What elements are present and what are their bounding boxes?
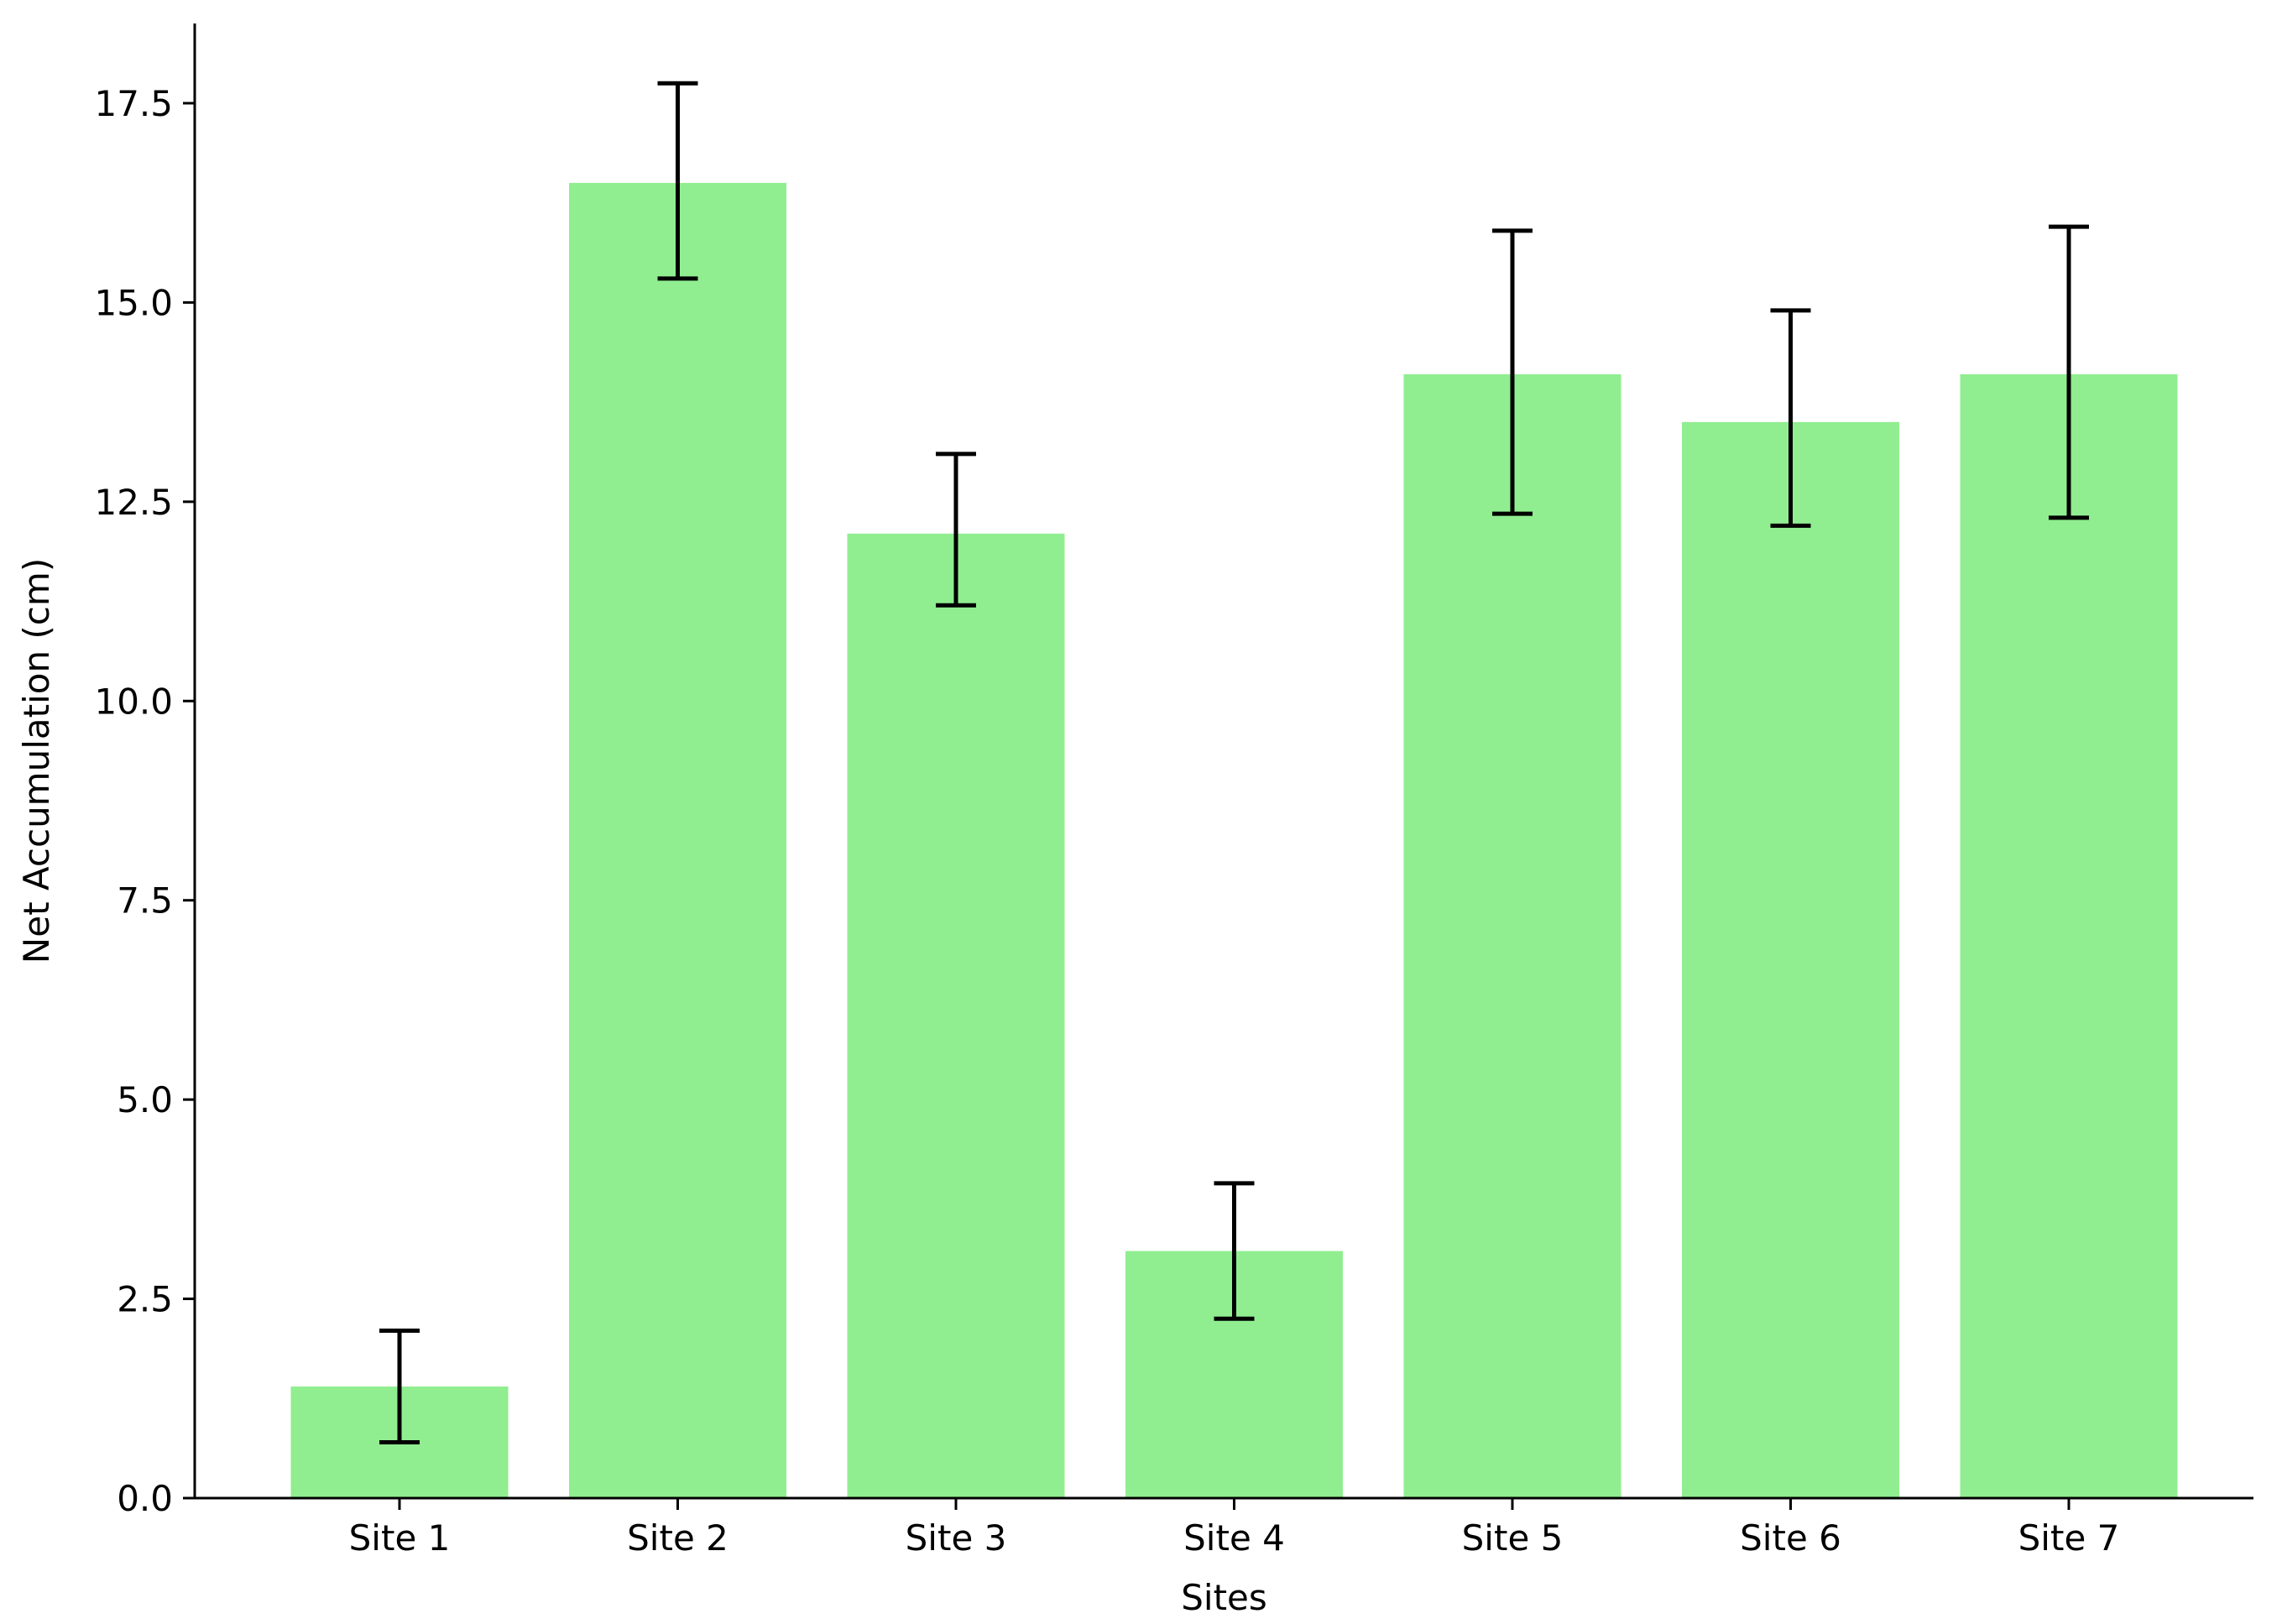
x-ticks-group: Site 1 Site 2 Site 3 Site 4 Site 5 Site 6 Site…	[349, 1498, 2120, 1559]
x-tick-label-1: Site 1	[349, 1517, 451, 1559]
bar-5	[1403, 373, 1621, 1498]
bar-3	[847, 533, 1065, 1498]
bar-7	[1960, 373, 2178, 1498]
y-tick-label-6: 15.0	[94, 282, 173, 323]
x-tick-label-5: Site 5	[1462, 1517, 1564, 1559]
bars-group	[290, 182, 2178, 1499]
x-tick-label-2: Site 2	[627, 1517, 728, 1559]
error-bars-group	[379, 81, 2089, 1445]
y-tick-label-1: 2.5	[117, 1279, 173, 1320]
y-tick-label-2: 5.0	[117, 1079, 173, 1120]
axes-group	[193, 23, 2253, 1500]
bar-2	[569, 182, 786, 1499]
x-tick-label-7: Site 7	[2018, 1517, 2120, 1559]
bar-6	[1682, 421, 1899, 1498]
x-axis-label: Sites	[1181, 1577, 1267, 1618]
y-tick-label-3: 7.5	[117, 880, 173, 922]
y-tick-label-0: 0.0	[117, 1478, 173, 1519]
y-tick-label-7: 17.5	[94, 83, 173, 124]
y-ticks-group: 0.0 2.5 5.0 7.5 10.0 12.5 15.0 17.5	[94, 83, 195, 1519]
x-tick-label-6: Site 6	[1740, 1517, 1841, 1559]
x-tick-label-3: Site 3	[906, 1517, 1007, 1559]
y-tick-label-5: 12.5	[94, 482, 173, 523]
x-tick-label-4: Site 4	[1183, 1517, 1285, 1559]
y-tick-label-4: 10.0	[94, 681, 173, 722]
y-axis-label: Net Accumulation (cm)	[16, 558, 57, 963]
